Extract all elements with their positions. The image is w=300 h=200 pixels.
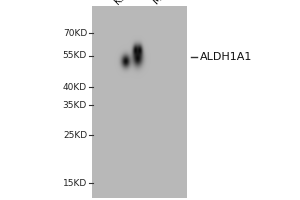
Text: 25KD: 25KD (63, 130, 87, 140)
Text: K562: K562 (112, 0, 137, 6)
Text: ALDH1A1: ALDH1A1 (200, 52, 252, 62)
Text: 70KD: 70KD (63, 28, 87, 38)
Bar (92, 6, 186, 198)
Text: 40KD: 40KD (63, 83, 87, 92)
Text: 15KD: 15KD (63, 178, 87, 188)
Text: 35KD: 35KD (63, 100, 87, 110)
Text: Mouse liver: Mouse liver (152, 0, 198, 6)
Text: 55KD: 55KD (63, 51, 87, 60)
